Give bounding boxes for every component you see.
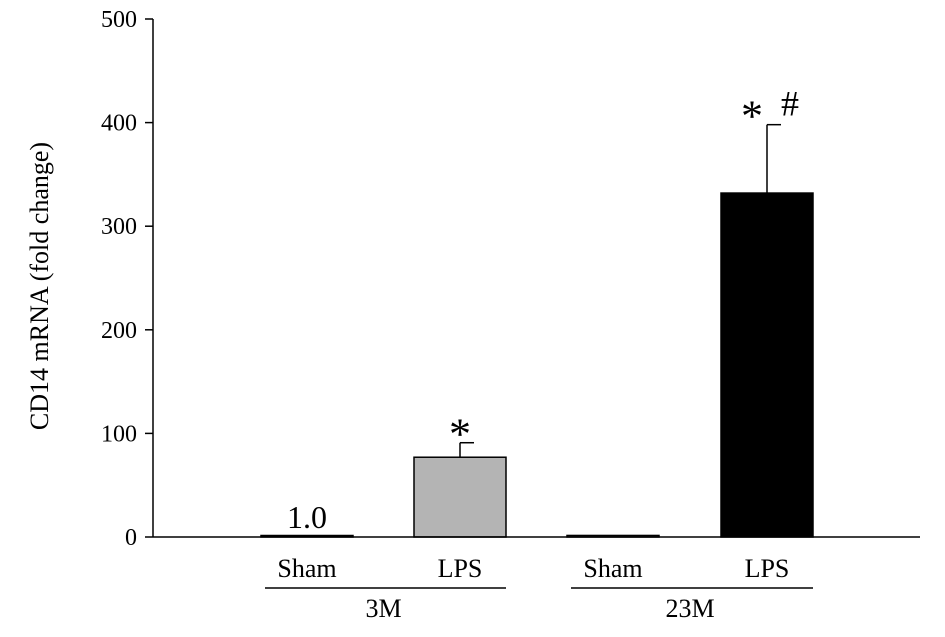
- bar-4: [720, 192, 814, 538]
- y-axis-title: CD14 mRNA (fold change): [25, 142, 54, 430]
- x-category-label: LPS: [438, 554, 483, 583]
- y-tick-label: 300: [101, 214, 137, 240]
- significance-asterisk: *: [741, 92, 763, 141]
- plot-area: 0 100 200 300 400 500 Sham LPS Sham LPS 3M 23M 1.0 * *…: [101, 7, 920, 623]
- y-tick-label: 400: [101, 111, 137, 137]
- x-category-label: Sham: [277, 554, 336, 583]
- x-category-label: LPS: [745, 554, 790, 583]
- significance-asterisk: *: [449, 410, 471, 459]
- y-tick-label: 200: [101, 318, 137, 344]
- group-label-2: 23M: [665, 594, 714, 623]
- y-tick-label: 0: [125, 525, 137, 551]
- data-label: 1.0: [287, 499, 327, 535]
- group-label-1: 3M: [365, 594, 401, 623]
- x-category-label: Sham: [583, 554, 642, 583]
- significance-hash: #: [781, 84, 799, 124]
- y-tick-label: 500: [101, 7, 137, 33]
- bar-2: [413, 456, 507, 538]
- y-tick-label: 100: [101, 421, 137, 447]
